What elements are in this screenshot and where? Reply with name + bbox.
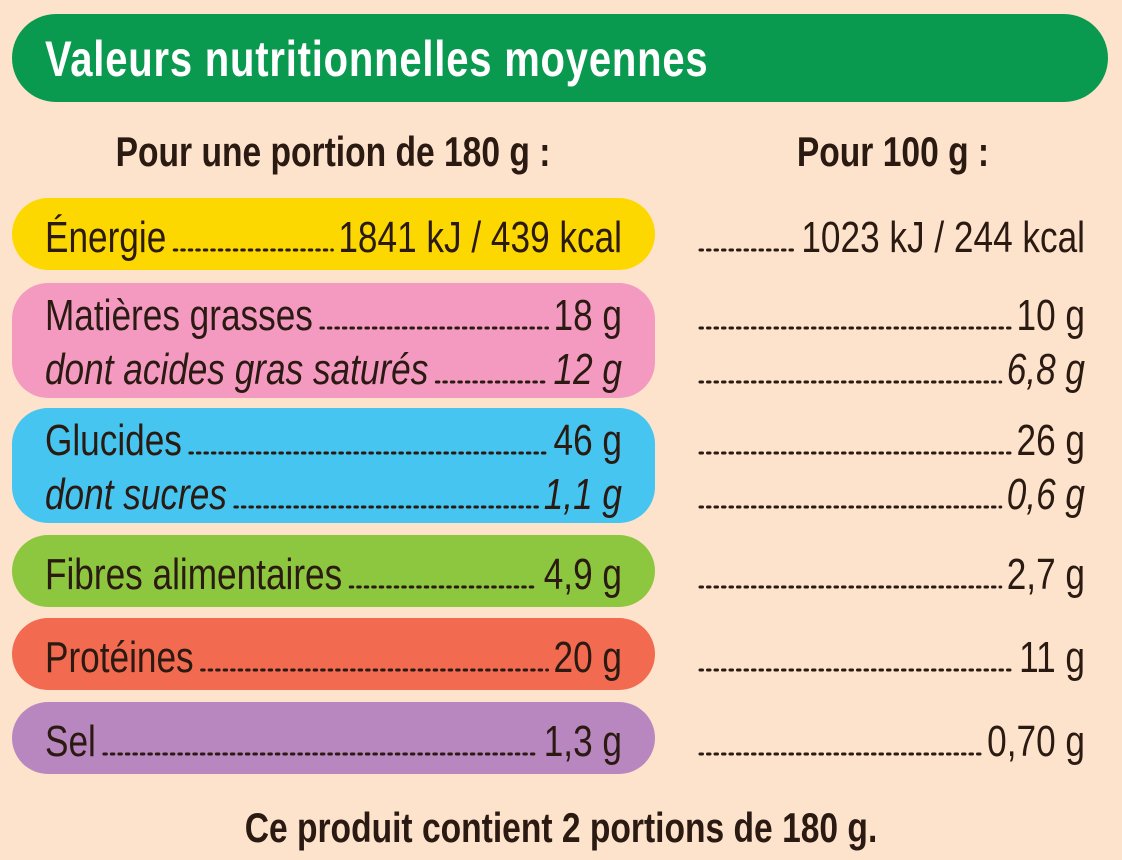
per100-value: 10 g (1017, 291, 1085, 340)
nutrient-name: Sel (45, 717, 96, 766)
portion-value: 46 g (554, 416, 622, 465)
column-header: Pour une portion de 180 g : (116, 130, 551, 176)
group-pill (12, 198, 655, 270)
portion-value: 1841 kJ / 439 kcal (338, 213, 622, 262)
column-header: Pour 100 g : (797, 130, 989, 176)
per100-value: 1023 kJ / 244 kcal (801, 213, 1085, 262)
nutrient-name: dont acides gras saturés (45, 345, 428, 394)
group-pill (12, 283, 655, 398)
group-pill (12, 408, 655, 523)
nutrient-name: dont sucres (45, 470, 227, 519)
header-title: Valeurs nutritionnelles moyennes (45, 31, 708, 87)
footer-note: Ce produit contient 2 portions de 180 g. (245, 806, 878, 852)
group-pill (12, 702, 655, 774)
portion-value: 12 g (554, 345, 622, 394)
per100-value: 26 g (1017, 416, 1085, 465)
group-pill (12, 618, 655, 690)
per100-value: 11 g (1019, 633, 1085, 682)
nutrient-name: Fibres alimentaires (45, 550, 342, 599)
nutrient-name: Protéines (45, 633, 194, 682)
portion-value: 20 g (554, 633, 622, 682)
per100-value: 2,7 g (1007, 550, 1085, 599)
portion-value: 18 g (554, 291, 622, 340)
portion-value: 1,1 g (544, 470, 622, 519)
nutrient-name: Matières grasses (45, 291, 313, 340)
portion-value: 4,9 g (544, 550, 622, 599)
per100-value: 0,6 g (1007, 470, 1085, 519)
group-pill (12, 535, 655, 607)
header-pill (12, 14, 1108, 102)
nutrient-name: Glucides (45, 416, 182, 465)
nutrient-name: Énergie (45, 212, 166, 262)
per100-value: 0,70 g (987, 717, 1085, 766)
per100-value: 6,8 g (1007, 345, 1085, 394)
portion-value: 1,3 g (544, 717, 622, 766)
